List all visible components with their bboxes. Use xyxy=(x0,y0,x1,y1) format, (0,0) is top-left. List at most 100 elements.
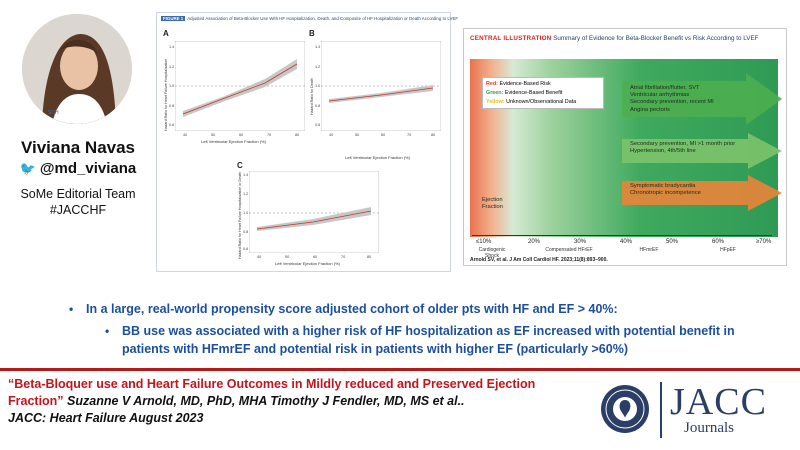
team-line: SoMe Editorial Team xyxy=(20,187,136,201)
presenter-handle[interactable]: 🐦 @md_viviana xyxy=(0,160,156,177)
category-hfmref: HFmrEF xyxy=(639,247,659,253)
axis-tick: 60% xyxy=(712,239,725,245)
y-tick: 1.4 xyxy=(169,45,175,49)
x-tick: 50 xyxy=(285,255,290,259)
arrow-secondary-prevention xyxy=(622,133,782,169)
y-tick: 0.8 xyxy=(243,230,249,234)
ci-legend: Red: Evidence-Based Risk Green: Evidence… xyxy=(482,77,604,109)
arrow-bradycardia xyxy=(622,175,782,211)
legend-row-green: Green: Evidence-Based Benefit xyxy=(486,90,563,96)
bullet-sub-text: BB use was associated with a higher risk… xyxy=(122,324,735,356)
arrow-3-text: Symptomatic bradycardia Chronotropic inc… xyxy=(630,183,701,197)
bullet-dot: • xyxy=(69,302,74,316)
acc-seal-icon xyxy=(601,385,649,433)
article-citation: “Beta-Bloquer use and Heart Failure Outc… xyxy=(8,376,568,427)
arrow-indications xyxy=(622,73,782,125)
panel-ylabel: Hazard Ratio for Heart Failure Hospitali… xyxy=(238,171,242,259)
axis-tick: ≤10% xyxy=(476,239,492,245)
axis-tick: 30% xyxy=(574,239,587,245)
x-tick: 80 xyxy=(295,133,300,137)
jacc-logo: JACC xyxy=(670,381,767,423)
y-tick: 0.8 xyxy=(169,104,175,108)
x-tick: 70 xyxy=(267,133,272,137)
axis-tick: 40% xyxy=(620,239,633,245)
y-tick: 1.0 xyxy=(315,84,321,88)
ef-label: Ejection Fraction xyxy=(482,197,503,211)
panel-letter: A xyxy=(163,29,169,38)
handle-text: @md_viviana xyxy=(39,160,137,177)
panel-b: B Hazard Ratio for Death 1.4 1.2 1.0 0.8… xyxy=(307,27,449,147)
panel-c: C Hazard Ratio for Heart Failure Hospita… xyxy=(235,159,385,269)
twitter-bird-icon: 🐦 xyxy=(19,161,36,176)
y-tick: 1.0 xyxy=(169,84,175,88)
panel-xlabel: Left Ventricular Ejection Fraction (%) xyxy=(275,261,340,266)
ci-citation: Arnold SV, et al. J Am Coll Cardiol HF. … xyxy=(470,257,608,263)
y-tick: 1.2 xyxy=(169,65,175,69)
y-tick: 0.6 xyxy=(243,247,249,251)
ef-axis xyxy=(472,235,772,236)
arrow-1-text: Atrial fibrillation/flutter, SVT Ventric… xyxy=(630,85,714,113)
y-tick: 0.6 xyxy=(315,123,321,127)
x-tick: 50 xyxy=(211,133,216,137)
y-tick: 1.4 xyxy=(315,45,321,49)
panel-letter: B xyxy=(309,29,315,38)
x-tick: 60 xyxy=(381,133,386,137)
jacc-journals-text: Journals xyxy=(684,420,734,436)
figure-title: FIGURE 1 Adjusted Association of Beta-Blo… xyxy=(161,16,458,21)
x-tick: 40 xyxy=(329,133,334,137)
presenter-portrait: SCH xyxy=(22,14,132,124)
axis-tick: 50% xyxy=(666,239,679,245)
bullet-sub: • BB use was associated with a higher ris… xyxy=(105,322,782,358)
badge-text: SCH xyxy=(48,110,59,116)
panel-a-plot xyxy=(175,41,305,131)
legend-row-red: Red: Evidence-Based Risk xyxy=(486,81,551,87)
journal-line: JACC: Heart Failure August 2023 xyxy=(8,411,204,425)
panel-a: A Hazard Ratio for Heart Failure Hospita… xyxy=(161,27,311,147)
bullet-dot: • xyxy=(105,324,110,338)
central-illustration: CENTRAL ILLUSTRATION Summary of Evidence… xyxy=(463,28,787,266)
panel-c-plot xyxy=(249,171,379,253)
legend-row-yellow: Yellow: Unknown/Observational Data xyxy=(486,99,577,105)
panel-xlabel: Left Ventricular Ejection Fraction (%) xyxy=(201,139,266,144)
category-cardiogenic-shock: Cardiogenic Shock xyxy=(478,247,506,259)
panel-ylabel: Hazard Ratio for Heart Failure Hospitali… xyxy=(164,58,168,131)
y-tick: 0.8 xyxy=(315,104,321,108)
ci-title: Summary of Evidence for Beta-Blocker Ben… xyxy=(553,35,759,42)
x-tick: 40 xyxy=(183,133,188,137)
bullet-main: • In a large, real-world propensity score… xyxy=(69,302,776,316)
logo-divider xyxy=(660,382,662,438)
x-tick: 50 xyxy=(355,133,360,137)
presenter-name: Viviana Navas xyxy=(20,138,136,157)
x-tick: 80 xyxy=(367,255,372,259)
y-tick: 1.2 xyxy=(243,192,249,196)
team-hashtag: #JACCHF xyxy=(49,203,107,217)
panel-ylabel: Hazard Ratio for Death xyxy=(310,78,314,115)
team-info: SoMe Editorial Team #JACCHF xyxy=(0,186,156,218)
axis-tick: 20% xyxy=(528,239,541,245)
panel-letter: C xyxy=(237,161,243,170)
x-tick: 60 xyxy=(313,255,318,259)
figure-label: FIGURE 1 xyxy=(161,16,186,21)
presenter-photo: SCH xyxy=(22,14,132,124)
x-tick: 80 xyxy=(431,133,436,137)
category-hfpef: HFpEF xyxy=(720,247,736,253)
y-tick: 1.0 xyxy=(243,211,249,215)
y-tick: 1.4 xyxy=(243,173,249,177)
article-authors: Suzanne V Arnold, MD, PhD, MHA Timothy J… xyxy=(63,394,465,408)
bullet-main-text: In a large, real-world propensity score … xyxy=(86,302,618,316)
y-tick: 0.6 xyxy=(169,123,175,127)
figure-title-text: Adjusted Association of Beta-Blocker Use… xyxy=(187,16,459,21)
ci-label: CENTRAL ILLUSTRATION xyxy=(470,35,552,42)
article-title: “Beta-Bloquer use and Heart Failure Outc… xyxy=(8,377,536,408)
x-tick: 60 xyxy=(239,133,244,137)
x-tick: 70 xyxy=(341,255,346,259)
category-hfref: Compensated HFrEF xyxy=(545,247,593,253)
figure-1: FIGURE 1 Adjusted Association of Beta-Blo… xyxy=(156,12,458,272)
x-tick: 40 xyxy=(257,255,262,259)
x-tick: 70 xyxy=(407,133,412,137)
y-tick: 1.2 xyxy=(315,65,321,69)
panel-b-plot xyxy=(321,41,441,131)
axis-tick: ≥70% xyxy=(756,239,772,245)
footer-divider xyxy=(0,368,800,371)
panel-b-xlabel: Left Ventricular Ejection Fraction (%) xyxy=(345,155,410,160)
